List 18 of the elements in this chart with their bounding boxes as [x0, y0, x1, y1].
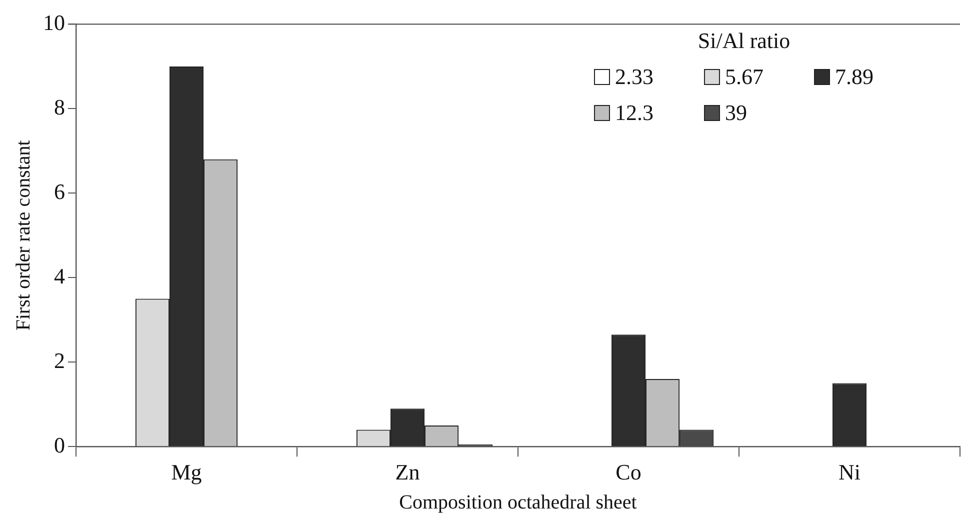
y-tick-label: 0 [54, 432, 65, 458]
y-axis-title: First order rate constant [12, 140, 34, 331]
legend-label: 2.33 [615, 64, 654, 90]
y-tick-label: 4 [54, 263, 65, 288]
legend-label: 12.3 [615, 100, 654, 126]
x-tick-label: Ni [838, 460, 860, 485]
legend-label: 5.67 [725, 64, 764, 90]
y-tick-label: 6 [54, 178, 65, 204]
y-tick-label: 2 [54, 348, 65, 373]
y-tick-label: 10 [43, 10, 65, 35]
legend-label: 39 [725, 100, 747, 126]
x-axis-title: Composition octahedral sheet [399, 491, 638, 514]
x-tick-label: Co [616, 460, 642, 485]
legend-title: Si/Al ratio [696, 28, 792, 54]
legend-label: 7.89 [835, 64, 874, 90]
x-tick-label: Mg [171, 460, 202, 485]
x-tick-label: Zn [395, 460, 420, 485]
y-tick-label: 8 [54, 94, 65, 120]
